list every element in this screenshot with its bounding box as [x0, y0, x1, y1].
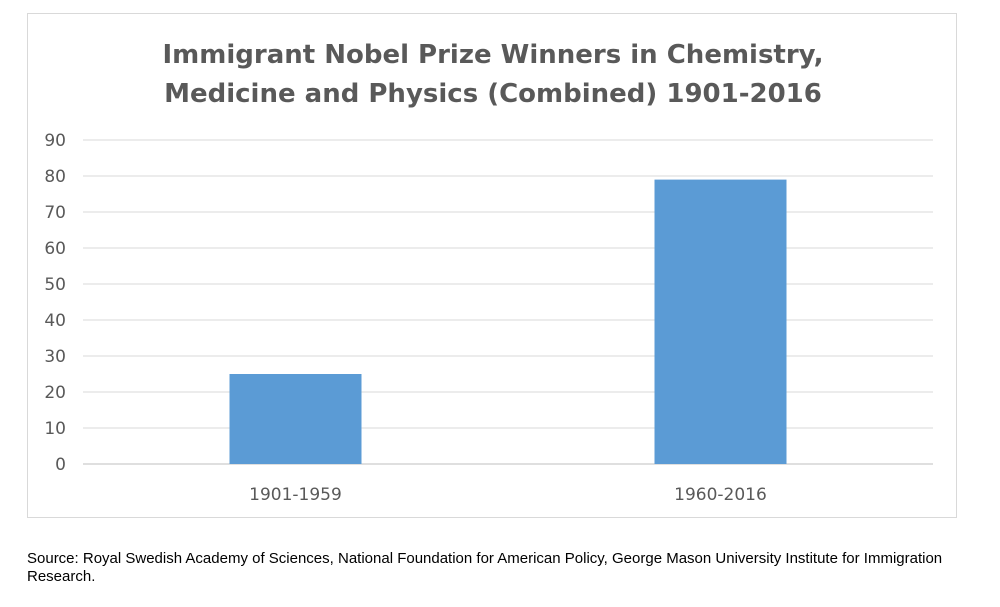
- chart-title-line-2: Medicine and Physics (Combined) 1901-201…: [164, 79, 822, 109]
- y-tick-label: 70: [44, 203, 66, 223]
- chart-frame: Immigrant Nobel Prize Winners in Chemist…: [27, 13, 957, 518]
- bar-1960-2016: [654, 179, 787, 464]
- y-tick-label: 10: [44, 419, 66, 439]
- x-axis-category-labels: 1901-1959 1960-2016: [249, 485, 767, 505]
- bar-1901-1959: [229, 374, 362, 464]
- y-tick-label: 90: [44, 131, 66, 151]
- y-tick-label: 40: [44, 311, 66, 331]
- source-note: Source: Royal Swedish Academy of Science…: [27, 550, 943, 585]
- gridlines: [83, 139, 933, 465]
- y-tick-label: 0: [55, 455, 66, 475]
- bars: [229, 179, 787, 464]
- y-tick-label: 80: [44, 167, 66, 187]
- x-category-label: 1960-2016: [674, 485, 767, 505]
- chart-title-line-1: Immigrant Nobel Prize Winners in Chemist…: [162, 40, 823, 70]
- x-category-label: 1901-1959: [249, 485, 342, 505]
- y-tick-label: 60: [44, 239, 66, 259]
- y-tick-label: 50: [44, 275, 66, 295]
- y-tick-label: 20: [44, 383, 66, 403]
- y-axis-tick-labels: 0 10 20 30 40 50 60 70 80 90: [44, 131, 66, 475]
- y-tick-label: 30: [44, 347, 66, 367]
- bar-chart: Immigrant Nobel Prize Winners in Chemist…: [44, 40, 933, 505]
